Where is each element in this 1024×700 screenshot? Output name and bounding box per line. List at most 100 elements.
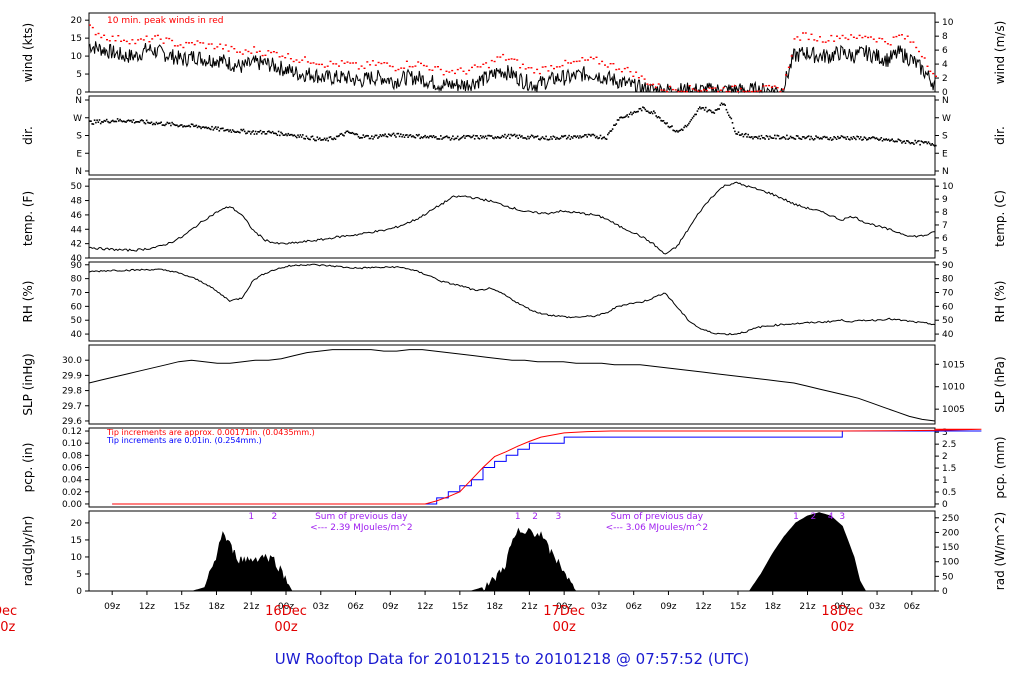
wind-peak-mark xyxy=(720,89,722,91)
wind-peak-mark xyxy=(309,62,312,64)
dir-point xyxy=(402,134,405,136)
dir-point xyxy=(663,122,666,124)
dir-point xyxy=(855,138,857,141)
dir-point xyxy=(302,134,304,136)
dir-point xyxy=(300,136,303,138)
dir-point xyxy=(471,136,474,138)
temp-panel: 40 42 44 46 48 50 5 6 7 8 9 10 temp. (F) temp. (C) xyxy=(21,178,1007,264)
dir-point xyxy=(164,124,166,127)
time-tick-label: 03z xyxy=(313,602,329,612)
rh-left-tick-label: 50 xyxy=(71,316,83,326)
dir-point xyxy=(786,134,788,137)
wind-peak-annotation: 10 min. peak winds in red xyxy=(107,16,224,26)
wind-peak-mark xyxy=(847,38,850,41)
wind-peak-mark xyxy=(773,85,776,87)
wind-peak-mark xyxy=(219,43,222,45)
dir-point xyxy=(344,132,346,134)
wind-mean-series xyxy=(88,41,936,94)
dir-point xyxy=(160,121,162,124)
dir-point xyxy=(484,135,487,137)
dir-point xyxy=(893,140,896,143)
temp-right-tick-label: 10 xyxy=(942,182,954,192)
rad-left-tick-label: 10 xyxy=(71,553,83,563)
dir-point xyxy=(593,134,596,137)
dir-point xyxy=(824,136,827,139)
wind-peak-mark xyxy=(91,26,94,29)
wind-peak-mark xyxy=(281,55,284,57)
dir-point xyxy=(630,111,632,114)
dir-point xyxy=(889,140,891,142)
dir-point xyxy=(844,136,846,139)
dir-point xyxy=(398,135,401,138)
dir-point xyxy=(830,139,833,141)
dir-point xyxy=(587,133,590,136)
dir-point xyxy=(381,134,384,136)
dir-point xyxy=(711,111,713,114)
dir-point xyxy=(335,135,338,138)
time-tick-label: 21z xyxy=(521,602,537,612)
wind-peak-mark xyxy=(864,35,867,38)
wind-peak-mark xyxy=(909,41,912,43)
rh-left-tick-label: 60 xyxy=(71,302,83,312)
dir-point xyxy=(228,130,230,133)
dir-point xyxy=(467,135,470,137)
wind-peak-mark xyxy=(374,64,377,66)
dir-point xyxy=(286,134,288,137)
dir-point xyxy=(563,135,565,137)
dir-point xyxy=(190,123,193,125)
dir-point xyxy=(459,137,461,140)
dir-point xyxy=(765,135,768,137)
dir-point xyxy=(858,138,861,140)
dir-point xyxy=(173,124,176,126)
wind-right-tick-label: 0 xyxy=(942,88,948,98)
dir-point xyxy=(738,134,741,136)
wind-peak-mark xyxy=(793,38,796,40)
dir-point xyxy=(408,134,411,137)
dir-point xyxy=(609,130,611,132)
dir-point xyxy=(742,135,745,138)
dir-point xyxy=(158,122,160,125)
dir-point xyxy=(212,129,215,131)
pcp-legend-red: Tip increments are approx. 0.00171in. (0… xyxy=(106,428,315,437)
dir-point xyxy=(432,135,435,137)
dir-point xyxy=(450,137,453,140)
dir-point xyxy=(611,128,614,130)
dir-point xyxy=(348,131,350,134)
dir-point xyxy=(678,130,680,132)
dir-point xyxy=(713,112,716,114)
wind-peak-mark xyxy=(270,51,273,54)
dir-point xyxy=(303,137,305,140)
dir-point xyxy=(250,133,252,135)
dir-point xyxy=(195,124,198,127)
dir-point xyxy=(532,135,534,137)
wind-peak-mark xyxy=(827,40,830,42)
dir-point xyxy=(927,141,930,143)
wind-peak-mark xyxy=(819,36,821,38)
dir-point xyxy=(822,136,824,138)
wind-peak-mark xyxy=(97,32,100,35)
wind-peak-mark xyxy=(768,84,771,87)
wind-peak-mark xyxy=(318,63,321,66)
dir-point xyxy=(730,117,733,120)
dir-point xyxy=(592,133,595,136)
wind-peak-mark xyxy=(363,67,366,69)
dir-point xyxy=(823,135,826,138)
dir-point xyxy=(465,135,467,137)
dir-point xyxy=(672,129,674,132)
day-label: Dec xyxy=(0,604,17,619)
dir-point xyxy=(200,127,202,130)
dir-point xyxy=(699,106,701,108)
dir-point xyxy=(870,136,873,139)
dir-point xyxy=(729,116,731,118)
wind-peak-mark xyxy=(173,45,176,47)
slp-right-tick-label: 1005 xyxy=(942,405,965,415)
dir-point xyxy=(608,132,610,134)
dir-point xyxy=(309,138,311,141)
dir-point xyxy=(141,119,143,121)
dir-point xyxy=(151,123,154,126)
dir-point xyxy=(798,137,800,139)
dir-point xyxy=(794,138,797,140)
wind-peak-mark xyxy=(199,42,202,44)
dir-point xyxy=(311,135,314,138)
